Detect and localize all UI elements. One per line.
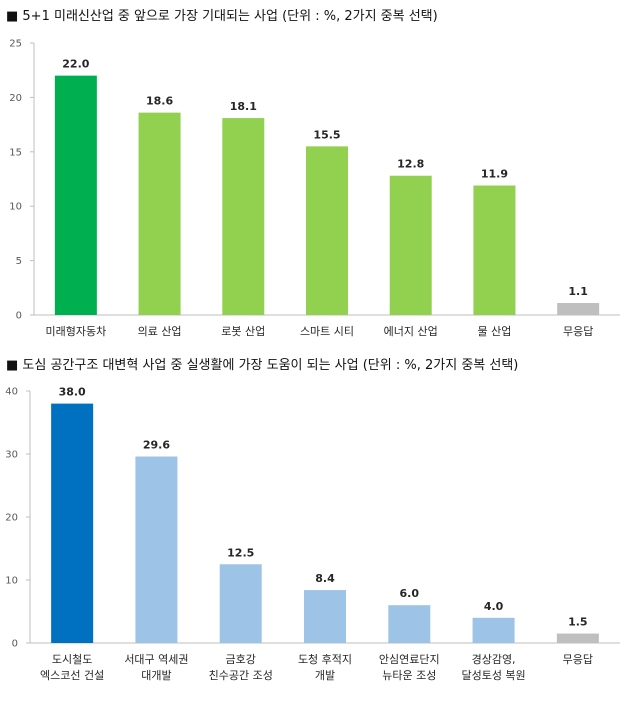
y-tick-label: 5 (16, 256, 22, 267)
data-label: 1.5 (568, 616, 588, 629)
category-label: 뉴타운 조성 (382, 669, 436, 682)
bar (304, 590, 346, 643)
category-label: 대개발 (141, 669, 171, 682)
category-label: 의료 산업 (138, 325, 182, 338)
data-label: 11.9 (481, 168, 508, 181)
data-label: 29.6 (143, 439, 170, 452)
bar (222, 118, 265, 316)
bar (135, 456, 178, 643)
data-label: 18.1 (230, 100, 257, 113)
y-tick-label: 0 (16, 311, 22, 322)
data-label: 8.4 (315, 572, 335, 585)
category-label: 미래형자동차 (45, 325, 106, 338)
bar (388, 605, 431, 643)
data-label: 4.0 (484, 600, 504, 613)
category-label: 안심연료단지 (379, 653, 440, 666)
category-label: 서대구 역세권 (124, 653, 188, 666)
data-label: 12.8 (397, 158, 424, 171)
y-tick-label: 20 (5, 513, 18, 524)
y-tick-label: 15 (9, 147, 22, 158)
bar (473, 185, 516, 315)
chart-2-title: ■ 도심 공간구조 대변혁 사업 중 실생활에 가장 도움이 되는 사업 (단위… (6, 358, 519, 373)
category-label: 무응답 (563, 325, 593, 338)
y-tick-label: 25 (9, 39, 22, 50)
category-label: 로봇 산업 (221, 325, 265, 338)
chart-1-plot: 0 5 10 15 20 25 22.0 미래형자동차 18.6 의료 산업 18.1 로봇 산업 15… (9, 39, 620, 338)
category-label: 친수공간 조성 (209, 669, 273, 682)
data-label: 12.5 (227, 546, 254, 559)
y-tick-label: 10 (9, 202, 22, 213)
bar (306, 146, 348, 315)
category-label: 도청 후적지 (298, 653, 352, 666)
category-label: 무응답 (563, 653, 593, 666)
data-label: 15.5 (313, 128, 340, 141)
data-label: 6.0 (400, 587, 420, 600)
bar (54, 75, 97, 315)
data-label: 1.1 (568, 285, 588, 298)
y-tick-label: 40 (5, 387, 18, 398)
category-label: 도시철도 (52, 653, 92, 666)
bar (556, 633, 599, 643)
data-label: 22.0 (62, 58, 89, 71)
bar (219, 564, 262, 643)
data-label: 18.6 (146, 95, 173, 108)
category-label: 경상감영, (472, 653, 516, 666)
bar (389, 175, 432, 315)
category-label: 스마트 시티 (300, 325, 354, 338)
category-label: 에너지 산업 (384, 325, 438, 338)
category-label: 물 산업 (477, 325, 511, 338)
y-tick-label: 20 (9, 93, 22, 104)
category-label: 달성토성 복원 (461, 669, 525, 682)
data-label: 38.0 (59, 386, 86, 399)
y-tick-label: 0 (12, 639, 18, 650)
category-label: 엑스코선 건설 (40, 669, 104, 682)
bar (138, 112, 181, 316)
bar (51, 403, 94, 643)
y-tick-label: 10 (5, 576, 18, 587)
chart-1-title: ■ 5+1 미래신산업 중 앞으로 가장 기대되는 사업 (단위 : %, 2가… (6, 9, 438, 24)
bar (472, 617, 515, 643)
y-tick-label: 30 (5, 450, 18, 461)
bar (557, 303, 600, 315)
category-label: 금호강 (226, 653, 256, 666)
category-label: 개발 (315, 669, 335, 682)
